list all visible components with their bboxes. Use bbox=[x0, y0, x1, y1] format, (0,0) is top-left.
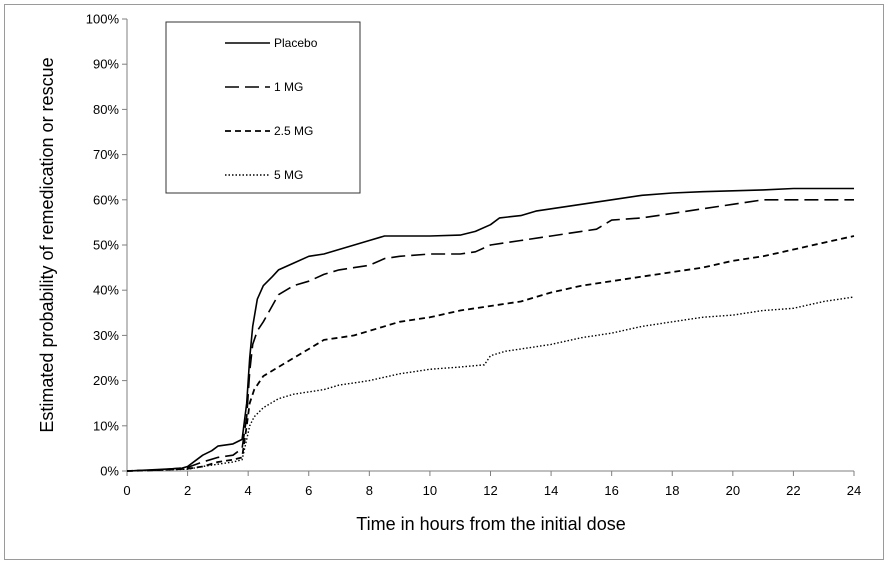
x-tick-label: 18 bbox=[665, 483, 679, 498]
y-tick-label: 10% bbox=[93, 418, 119, 433]
legend: Placebo 1 MG 2.5 MG 5 MG bbox=[165, 21, 361, 194]
x-tick-label: 2 bbox=[184, 483, 191, 498]
axes: 0%10%20%30%40%50%60%70%80%90%100%0 2 4 6 8 10… bbox=[86, 12, 861, 499]
legend-label-1-mg: 1 MG bbox=[274, 80, 303, 94]
y-tick-label: 70% bbox=[93, 147, 119, 162]
y-tick-label: 60% bbox=[93, 192, 119, 207]
y-tick-label: 90% bbox=[93, 57, 119, 72]
legend-label-5-mg: 5 MG bbox=[274, 168, 303, 182]
legend-label-2-5-mg: 2.5 MG bbox=[274, 124, 313, 138]
y-axis-title: Estimated probability of remedication or… bbox=[37, 57, 57, 432]
chart-frame bbox=[4, 4, 884, 560]
x-tick-label: 6 bbox=[305, 483, 312, 498]
x-tick-label: 10 bbox=[423, 483, 437, 498]
x-tick-label: 22 bbox=[786, 483, 800, 498]
series-line-5-mg bbox=[126, 296, 855, 472]
x-tick-label: 24 bbox=[847, 483, 861, 498]
series-line-1-mg bbox=[126, 199, 854, 472]
x-axis-title: Time in hours from the initial dose bbox=[356, 514, 625, 534]
series-layer bbox=[126, 187, 855, 472]
x-tick-label: 20 bbox=[726, 483, 740, 498]
y-tick-label: 20% bbox=[93, 373, 119, 388]
series-line-placebo bbox=[126, 187, 854, 472]
x-tick-label: 8 bbox=[366, 483, 373, 498]
legend-box bbox=[165, 21, 361, 194]
y-tick-label: 80% bbox=[93, 102, 119, 117]
series-line-2-5-mg bbox=[126, 235, 855, 472]
y-tick-label: 100% bbox=[86, 12, 120, 27]
y-tick-label: 40% bbox=[93, 283, 119, 298]
y-tick-label: 50% bbox=[93, 238, 119, 253]
y-tick-label: 30% bbox=[93, 328, 119, 343]
legend-label-placebo: Placebo bbox=[274, 36, 318, 50]
x-tick-label: 12 bbox=[483, 483, 497, 498]
x-tick-label: 0 bbox=[123, 483, 130, 498]
x-tick-label: 4 bbox=[245, 483, 252, 498]
x-tick-label: 16 bbox=[604, 483, 618, 498]
x-tick-label: 14 bbox=[544, 483, 558, 498]
y-tick-label: 0% bbox=[100, 464, 119, 479]
